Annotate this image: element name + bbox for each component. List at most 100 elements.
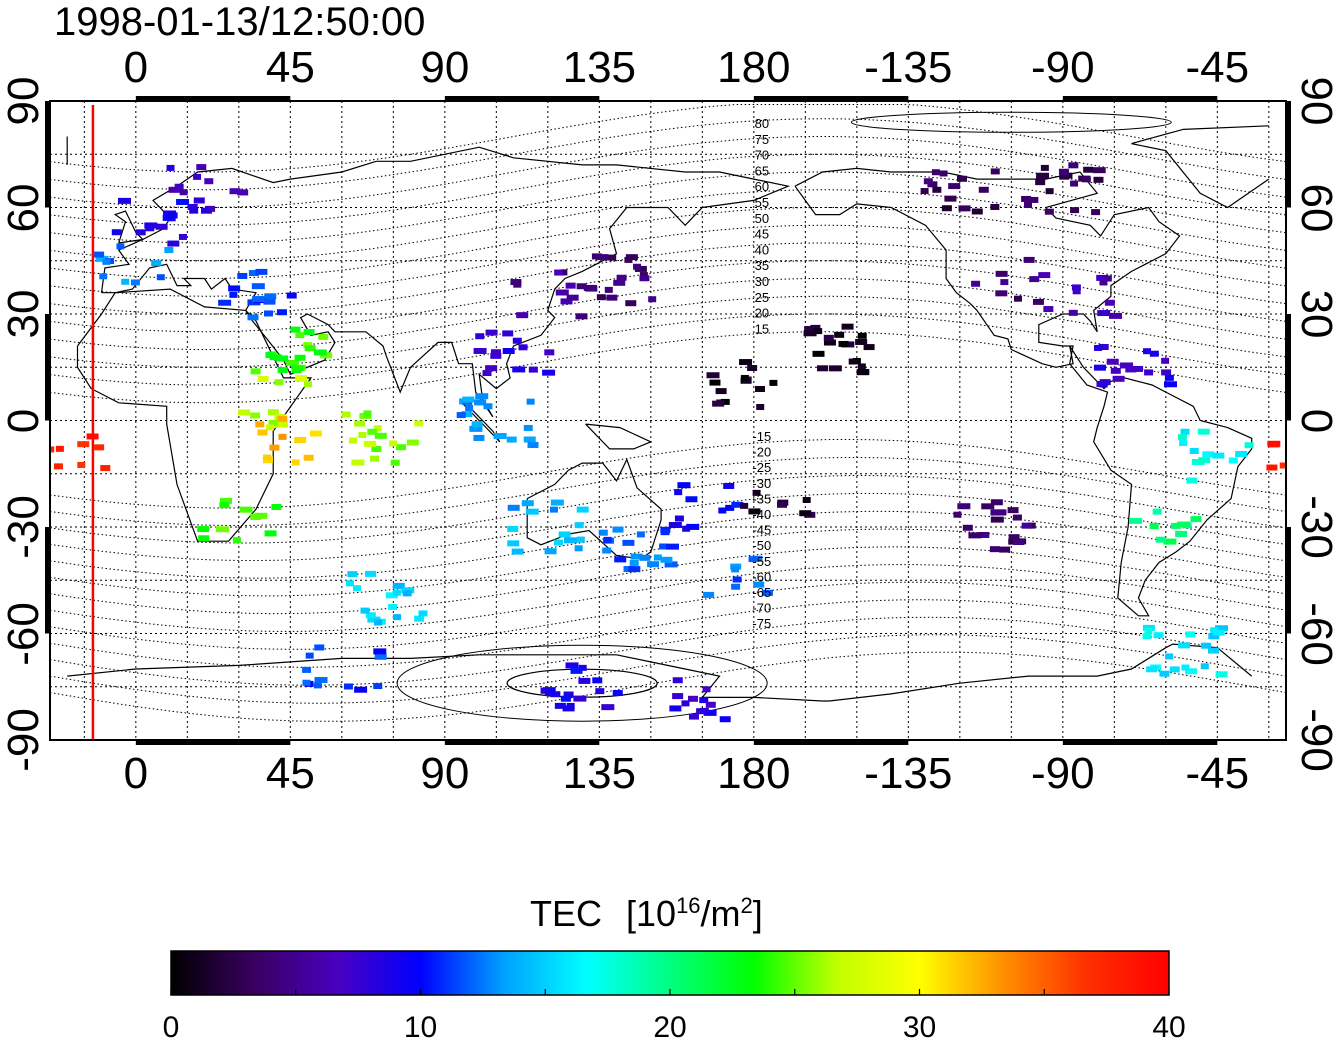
tec-data-point [953, 511, 962, 518]
tec-data-point [1068, 162, 1079, 169]
right-latitude-label: 0 [1292, 408, 1340, 433]
tec-data-point [559, 269, 568, 276]
tec-data-point [575, 313, 588, 320]
tec-data-point [516, 312, 529, 319]
tec-data-point [574, 545, 583, 552]
magnetic-latitude-label: 25 [755, 290, 769, 305]
colorbar-tick-label: 20 [653, 1011, 687, 1044]
magnetic-contour [50, 331, 1286, 404]
tec-data-point [957, 503, 971, 510]
tec-data-point [1120, 362, 1134, 369]
tec-data-point [812, 350, 825, 357]
magnetic-contour [50, 528, 1286, 597]
tec-data-point [753, 581, 765, 588]
bottom-longitude-label: -135 [864, 749, 953, 798]
magnetic-contour [50, 474, 1286, 544]
tec-data-point [354, 686, 368, 693]
tec-data-point [474, 399, 487, 406]
tec-data-point [1040, 164, 1049, 171]
colorbar-unit-exponent2: 2 [740, 893, 753, 918]
tec-data-point [578, 664, 587, 671]
tec-data-point [602, 547, 612, 554]
coastline [113, 210, 144, 244]
magnetic-contour [50, 599, 1286, 668]
tec-data-point [164, 212, 178, 219]
tec-data-point [544, 349, 555, 356]
tec-data-point [1007, 507, 1019, 514]
tec-data-point [1181, 664, 1190, 671]
tec-data-point [94, 251, 105, 258]
tec-data-point [456, 412, 466, 419]
tec-data-point [1103, 275, 1112, 282]
tec-data-point [720, 398, 730, 405]
tec-data-point [927, 181, 938, 188]
tec-data-point [200, 207, 212, 214]
tec-data-point [1068, 309, 1078, 316]
tec-data-point [1093, 364, 1106, 371]
tec-data-point [1198, 457, 1211, 464]
tec-data-point [1097, 310, 1111, 317]
tec-data-point [629, 559, 639, 566]
tec-data-point [544, 690, 554, 697]
tec-data-point [402, 590, 412, 597]
tec-data-point [1044, 208, 1054, 215]
tec-data-point [193, 173, 202, 180]
magnetic-contour [50, 295, 1286, 368]
tec-data-point [625, 300, 637, 307]
tec-data-point [263, 298, 276, 305]
tec-data-point [669, 705, 682, 712]
tec-data-point [648, 296, 657, 303]
tec-data-point [1098, 343, 1109, 350]
tec-data-point [1043, 306, 1054, 313]
tec-data-point [1208, 633, 1220, 640]
bottom-longitude-label: -90 [1031, 749, 1095, 798]
tec-data-point [1165, 653, 1174, 660]
tec-data-point [111, 229, 122, 236]
tec-data-point [290, 326, 301, 333]
bottom-axis-bar [135, 739, 291, 745]
tec-data-point [920, 188, 929, 195]
tec-data-point [302, 679, 311, 686]
left-axis-bar [45, 101, 51, 208]
right-latitude-label: 30 [1292, 289, 1340, 339]
tec-data-point [564, 537, 578, 544]
tec-data-point [189, 207, 199, 214]
tec-data-point [732, 576, 742, 583]
tec-data-point [414, 615, 425, 622]
coastline [66, 125, 1270, 209]
tec-data-point [264, 293, 277, 300]
tec-data-point [1155, 536, 1166, 543]
tec-data-point [215, 526, 229, 533]
tec-data-point [616, 274, 627, 281]
colorbar-unit-exponent: 16 [676, 893, 701, 918]
tec-data-point [187, 203, 198, 210]
tec-data-point [373, 648, 387, 655]
magnetic-latitude-label: 15 [755, 321, 769, 336]
tec-data-point [570, 667, 583, 674]
tec-data-point [506, 436, 517, 443]
magnetic-pole-oval [396, 644, 768, 722]
tec-data-point [682, 525, 691, 532]
tec-data-point [145, 225, 155, 232]
tec-data-point [554, 539, 564, 546]
tec-data-point [565, 282, 576, 289]
tec-data-point [731, 501, 744, 508]
tec-data-point [612, 690, 623, 697]
tec-data-point [585, 285, 598, 292]
tec-data-point [565, 662, 579, 669]
tec-data-point [603, 536, 612, 543]
tec-data-point [857, 332, 867, 339]
tec-data-point [204, 178, 214, 185]
tec-data-point [633, 263, 642, 270]
tec-data-point [303, 381, 312, 388]
colorbar-tick-label: 10 [403, 1011, 438, 1044]
tec-data-point [971, 208, 983, 215]
tec-data-point [507, 504, 520, 511]
tec-data-point [263, 454, 272, 461]
tec-data-point [278, 433, 287, 440]
tec-data-point [1178, 642, 1191, 649]
tec-data-point [723, 482, 735, 489]
tec-data-point [369, 455, 379, 462]
magnetic-contour [50, 189, 1286, 262]
